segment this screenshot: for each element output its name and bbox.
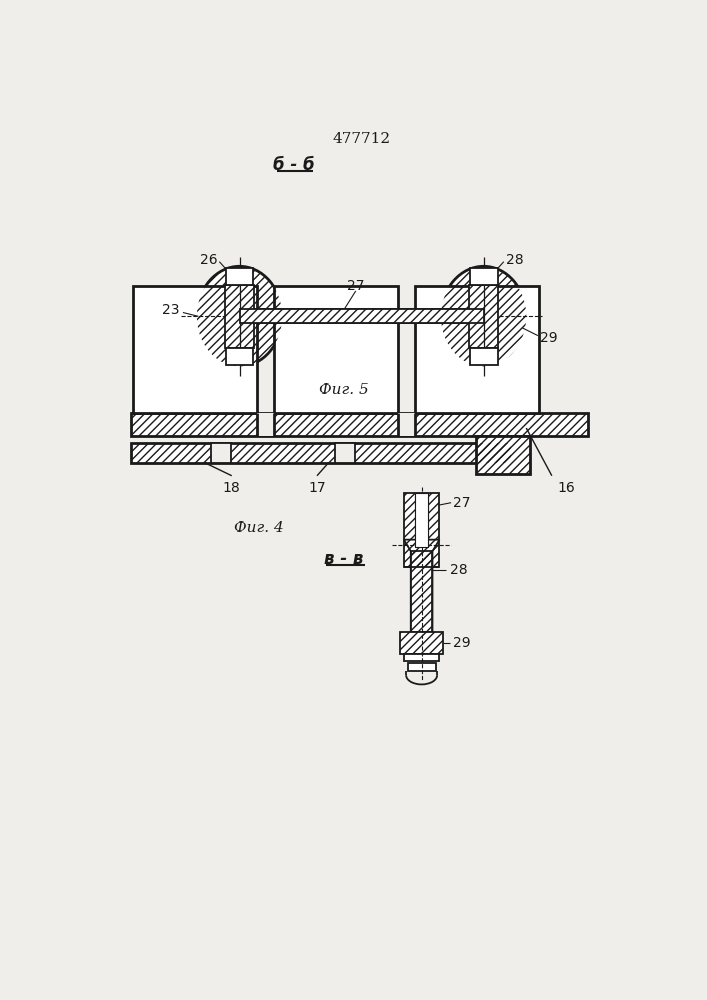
Text: б - б: б - б xyxy=(273,156,315,174)
Bar xyxy=(131,413,588,436)
Text: 28: 28 xyxy=(450,563,467,577)
Bar xyxy=(476,436,530,474)
Bar xyxy=(469,268,498,285)
Bar xyxy=(131,443,510,463)
Bar xyxy=(240,309,484,323)
Bar xyxy=(211,443,231,463)
Ellipse shape xyxy=(441,266,526,366)
Bar xyxy=(416,286,539,413)
Text: 23: 23 xyxy=(163,303,180,317)
Text: в - в: в - в xyxy=(325,550,364,568)
Text: 28: 28 xyxy=(506,253,523,267)
Bar xyxy=(411,551,433,632)
Bar xyxy=(225,285,255,348)
Bar xyxy=(469,285,498,348)
Bar xyxy=(404,654,440,661)
Text: 29: 29 xyxy=(540,331,558,345)
Bar xyxy=(131,443,510,463)
Text: Фиг. 4: Фиг. 4 xyxy=(234,521,284,535)
Bar xyxy=(469,348,498,365)
Bar xyxy=(404,493,440,567)
Text: 16: 16 xyxy=(557,481,575,495)
Bar xyxy=(408,663,436,671)
Text: Фиг. 5: Фиг. 5 xyxy=(320,382,369,396)
Ellipse shape xyxy=(197,266,282,366)
Bar xyxy=(240,309,484,323)
Bar xyxy=(257,413,274,436)
Bar xyxy=(240,309,484,323)
Bar xyxy=(398,413,416,436)
Text: 27: 27 xyxy=(347,279,365,293)
Bar xyxy=(469,285,498,348)
Bar xyxy=(225,285,255,348)
Text: 477712: 477712 xyxy=(333,132,391,146)
Bar xyxy=(274,286,398,413)
Bar xyxy=(226,268,253,285)
Polygon shape xyxy=(404,540,440,632)
Bar xyxy=(416,493,428,547)
Bar xyxy=(335,443,355,463)
Text: 17: 17 xyxy=(308,481,326,495)
Text: 27: 27 xyxy=(453,496,471,510)
Bar xyxy=(400,632,443,654)
Text: 29: 29 xyxy=(452,636,470,650)
Bar xyxy=(134,286,257,413)
Bar xyxy=(240,309,484,323)
Bar xyxy=(476,436,530,474)
Bar xyxy=(131,413,588,436)
Bar xyxy=(411,551,433,632)
Text: 18: 18 xyxy=(223,481,240,495)
Text: 26: 26 xyxy=(199,253,217,267)
Bar xyxy=(404,493,440,567)
Bar xyxy=(226,348,253,365)
Bar xyxy=(400,632,443,654)
